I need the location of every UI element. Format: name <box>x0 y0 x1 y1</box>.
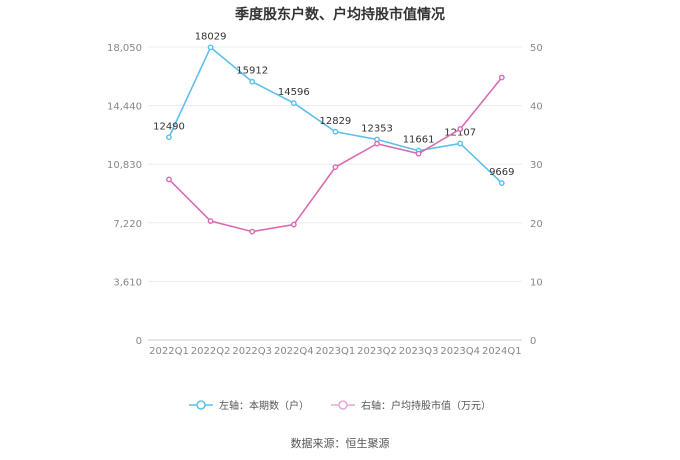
left-axis-tick-label: 18,050 <box>107 43 142 54</box>
data-label: 9669 <box>489 167 514 178</box>
data-label: 11661 <box>403 135 435 146</box>
data-point <box>166 176 172 183</box>
x-axis-tick-label: 2024Q1 <box>482 346 522 357</box>
legend-marker-households <box>189 399 213 410</box>
data-point <box>457 126 464 132</box>
data-point <box>207 44 214 51</box>
right-axis-tick-label: 30 <box>530 160 543 171</box>
data-label: 12107 <box>444 127 476 138</box>
data-point <box>166 134 172 141</box>
data-point <box>415 150 422 157</box>
data-point <box>498 180 505 186</box>
left-axis-tick-label: 14,440 <box>107 102 142 113</box>
legend-label-avg-value: 右轴：户均持股市值（万元） <box>361 401 491 412</box>
data-source: 数据来源：恒生聚源 <box>290 437 390 450</box>
data-point <box>207 218 214 224</box>
x-axis-tick-label: 2022Q4 <box>274 346 314 357</box>
data-point <box>290 100 297 106</box>
x-axis-tick-label: 2022Q3 <box>232 346 272 357</box>
right-axis-tick-label: 0 <box>530 336 536 347</box>
x-axis-tick-label: 2023Q1 <box>316 346 356 357</box>
x-axis-tick-label: 2022Q2 <box>191 346 231 357</box>
series-line-1 <box>168 76 503 233</box>
x-axis-tick-label: 2022Q1 <box>149 346 189 357</box>
legend-item-households[interactable]: 左轴：本期数（户） <box>189 397 309 412</box>
data-point <box>290 221 297 228</box>
data-label: 12353 <box>361 123 393 134</box>
legend-item-avg-value[interactable]: 右轴：户均持股市值（万元） <box>331 397 491 412</box>
right-axis-tick-label: 50 <box>530 43 543 54</box>
x-axis-tick-label: 2023Q2 <box>357 346 397 357</box>
data-label: 18029 <box>195 31 227 42</box>
chart-title: 季度股东户数、户均持股市值情况 <box>235 7 445 23</box>
data-point <box>498 74 505 81</box>
x-axis-tick-label: 2023Q3 <box>399 346 439 357</box>
right-axis-tick-label: 20 <box>530 219 543 230</box>
chart-legend: 左轴：本期数（户） 右轴：户均持股市值（万元） <box>0 397 680 412</box>
data-point <box>249 78 256 85</box>
right-axis-tick-label: 10 <box>530 277 543 288</box>
right-axis-tick-label: 40 <box>530 102 543 113</box>
left-axis-tick-label: 0 <box>136 336 142 347</box>
left-axis-tick-label: 10,830 <box>107 160 142 171</box>
data-point <box>249 228 256 235</box>
left-axis-tick-label: 3,610 <box>113 277 142 288</box>
data-point <box>332 128 339 135</box>
data-label: 12829 <box>319 116 351 127</box>
legend-marker-avg-value <box>331 399 355 410</box>
data-point <box>332 164 339 171</box>
data-label: 12490 <box>153 121 185 132</box>
data-point <box>457 140 464 147</box>
data-label: 15912 <box>236 66 268 77</box>
x-axis-tick-label: 2023Q4 <box>440 346 480 357</box>
data-label: 14596 <box>278 87 310 98</box>
data-point <box>374 140 380 147</box>
legend-label-households: 左轴：本期数（户） <box>219 401 309 412</box>
left-axis-tick-label: 7,220 <box>113 219 142 230</box>
